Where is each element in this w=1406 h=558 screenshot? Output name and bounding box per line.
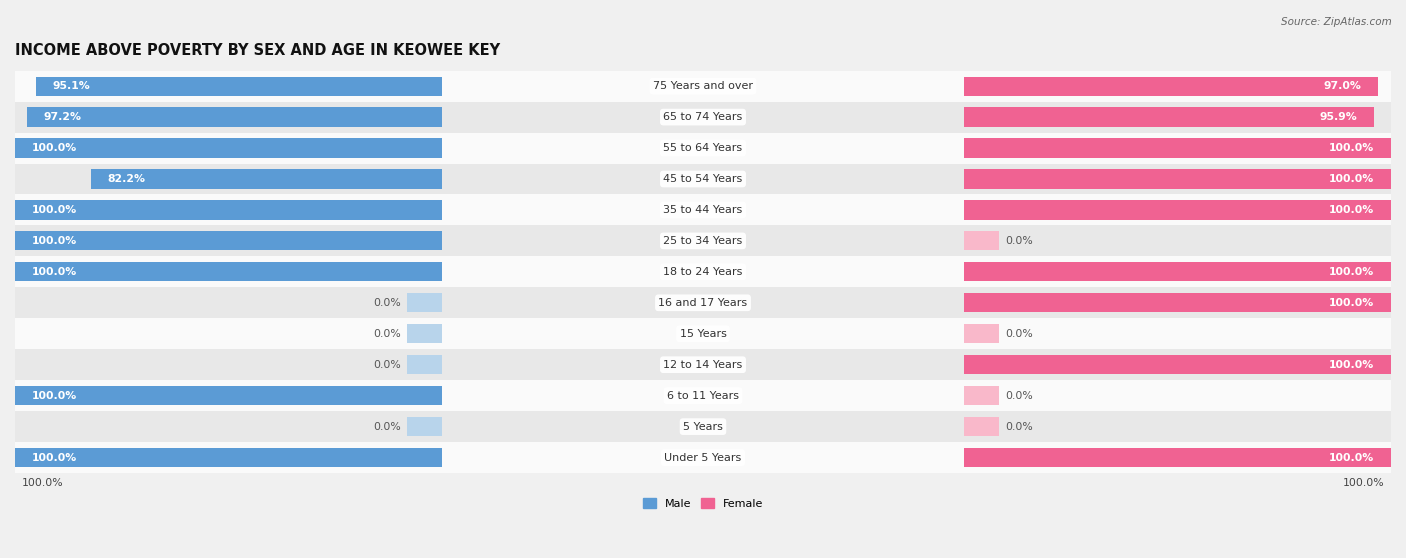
Bar [15, 448, 441, 467]
Text: Source: ZipAtlas.com: Source: ZipAtlas.com [1281, 17, 1392, 27]
Text: 100.0%: 100.0% [1329, 360, 1375, 370]
Text: 0.0%: 0.0% [1005, 329, 1033, 339]
Bar [15, 200, 441, 219]
Bar [965, 170, 1391, 189]
Bar [965, 448, 1391, 467]
Bar [15, 225, 1391, 256]
Text: 16 and 17 Years: 16 and 17 Years [658, 298, 748, 308]
Text: 18 to 24 Years: 18 to 24 Years [664, 267, 742, 277]
Text: 0.0%: 0.0% [373, 329, 401, 339]
Text: 25 to 34 Years: 25 to 34 Years [664, 236, 742, 246]
Bar [37, 76, 441, 96]
Bar [27, 108, 441, 127]
Legend: Male, Female: Male, Female [638, 494, 768, 513]
Text: 0.0%: 0.0% [1005, 236, 1033, 246]
Bar [15, 163, 1391, 195]
Text: 97.0%: 97.0% [1324, 81, 1361, 91]
Text: 100.0%: 100.0% [22, 478, 63, 488]
Text: Under 5 Years: Under 5 Years [665, 453, 741, 463]
Text: 100.0%: 100.0% [31, 236, 77, 246]
Text: 75 Years and over: 75 Years and over [652, 81, 754, 91]
Text: INCOME ABOVE POVERTY BY SEX AND AGE IN KEOWEE KEY: INCOME ABOVE POVERTY BY SEX AND AGE IN K… [15, 43, 501, 58]
Bar [15, 133, 1391, 163]
Bar [408, 293, 441, 312]
Bar [965, 324, 998, 343]
Bar [15, 71, 1391, 102]
Text: 100.0%: 100.0% [1329, 174, 1375, 184]
Bar [965, 138, 1391, 157]
Text: 45 to 54 Years: 45 to 54 Years [664, 174, 742, 184]
Bar [15, 349, 1391, 380]
Text: 55 to 64 Years: 55 to 64 Years [664, 143, 742, 153]
Text: 100.0%: 100.0% [1329, 267, 1375, 277]
Bar [965, 232, 998, 251]
Bar [965, 262, 1391, 281]
Text: 100.0%: 100.0% [31, 267, 77, 277]
Text: 100.0%: 100.0% [1329, 143, 1375, 153]
Text: 100.0%: 100.0% [31, 391, 77, 401]
Bar [965, 386, 998, 405]
Bar [965, 293, 1391, 312]
Bar [15, 411, 1391, 442]
Bar [15, 386, 441, 405]
Text: 6 to 11 Years: 6 to 11 Years [666, 391, 740, 401]
Text: 100.0%: 100.0% [1329, 453, 1375, 463]
Text: 65 to 74 Years: 65 to 74 Years [664, 112, 742, 122]
Text: 0.0%: 0.0% [1005, 391, 1033, 401]
Bar [15, 102, 1391, 133]
Bar [91, 170, 441, 189]
Bar [965, 200, 1391, 219]
Bar [15, 442, 1391, 473]
Text: 100.0%: 100.0% [31, 205, 77, 215]
Bar [15, 138, 441, 157]
Text: 35 to 44 Years: 35 to 44 Years [664, 205, 742, 215]
Text: 100.0%: 100.0% [1329, 205, 1375, 215]
Bar [15, 195, 1391, 225]
Text: 15 Years: 15 Years [679, 329, 727, 339]
Text: 82.2%: 82.2% [107, 174, 145, 184]
Bar [965, 76, 1378, 96]
Bar [408, 417, 441, 436]
Text: 95.9%: 95.9% [1319, 112, 1357, 122]
Bar [965, 108, 1374, 127]
Text: 100.0%: 100.0% [31, 143, 77, 153]
Text: 0.0%: 0.0% [373, 360, 401, 370]
Bar [408, 355, 441, 374]
Bar [15, 287, 1391, 318]
Text: 0.0%: 0.0% [373, 298, 401, 308]
Text: 95.1%: 95.1% [52, 81, 90, 91]
Bar [15, 256, 1391, 287]
Bar [15, 380, 1391, 411]
Text: 100.0%: 100.0% [31, 453, 77, 463]
Text: 0.0%: 0.0% [373, 422, 401, 432]
Text: 97.2%: 97.2% [44, 112, 82, 122]
Bar [965, 355, 1391, 374]
Text: 0.0%: 0.0% [1005, 422, 1033, 432]
Bar [965, 417, 998, 436]
Bar [15, 262, 441, 281]
Text: 5 Years: 5 Years [683, 422, 723, 432]
Bar [15, 232, 441, 251]
Bar [408, 324, 441, 343]
Text: 100.0%: 100.0% [1329, 298, 1375, 308]
Bar [15, 318, 1391, 349]
Text: 12 to 14 Years: 12 to 14 Years [664, 360, 742, 370]
Text: 100.0%: 100.0% [1343, 478, 1384, 488]
